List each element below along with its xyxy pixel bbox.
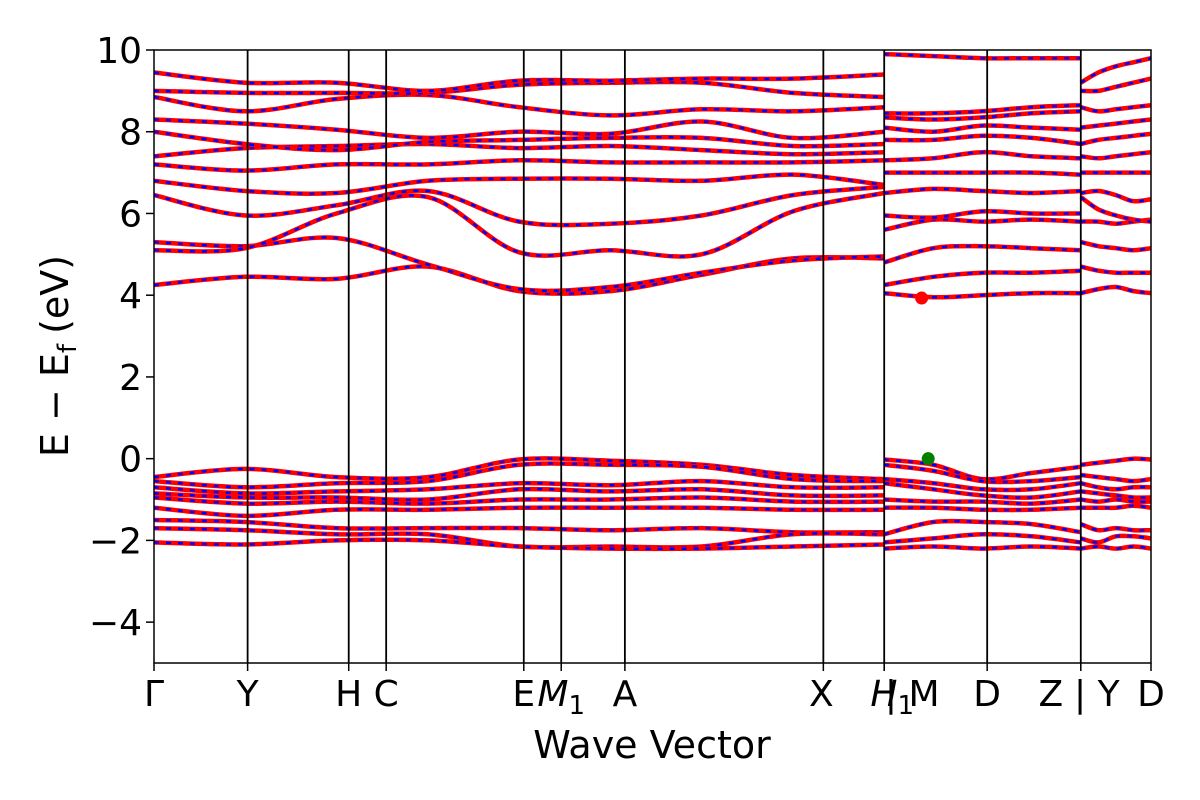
band-valence-seg0-0-down bbox=[154, 457, 885, 481]
band-conduction-seg0-11-up bbox=[154, 70, 885, 94]
band-conduction-seg0-6-down bbox=[154, 142, 885, 158]
band-conduction-seg2-11-up bbox=[1080, 76, 1151, 94]
band-conduction-seg0-10-down bbox=[154, 80, 885, 99]
band-conduction-seg1-8-down bbox=[884, 134, 1081, 146]
band-conduction-seg1-7-down bbox=[884, 150, 1081, 162]
band-conduction-seg1-3-down bbox=[883, 218, 1081, 232]
vbm-marker bbox=[921, 452, 935, 466]
band-valence-seg2-0-up bbox=[1080, 456, 1151, 468]
band-conduction-seg2-8-down bbox=[1080, 132, 1151, 146]
x-axis-title: Wave Vector bbox=[533, 723, 771, 767]
band-valence-seg1-7-down bbox=[884, 532, 1081, 544]
x-tick-label: X bbox=[809, 674, 834, 715]
band-valence-seg0-6-up bbox=[154, 517, 885, 535]
band-conduction-seg1-1-down bbox=[883, 269, 1081, 287]
x-tick-label: E bbox=[512, 674, 535, 715]
extrema-markers bbox=[915, 291, 935, 466]
band-conduction-seg0-7-down bbox=[154, 130, 885, 152]
band-valence-seg2-1-up bbox=[1080, 472, 1151, 484]
band-conduction-seg0-3-down bbox=[154, 185, 885, 227]
y-axis-ticks: −4 −2 0 2 4 6 8 10 bbox=[89, 31, 154, 644]
band-conduction-seg1-12-down bbox=[884, 52, 1081, 60]
band-conduction-seg0-4-down bbox=[154, 173, 885, 195]
y-axis-title-main: E − E bbox=[33, 353, 77, 457]
band-valence-seg0-7-down bbox=[154, 526, 885, 549]
band-valence-seg1-5-down bbox=[884, 506, 1081, 512]
band-conduction-seg0-4-up bbox=[154, 172, 885, 196]
x-tick-label: M1 bbox=[537, 674, 585, 721]
band-valence-seg1-2-down bbox=[884, 477, 1081, 492]
band-conduction-seg2-1-down bbox=[1080, 265, 1151, 275]
x-tick-label: H1 bbox=[870, 674, 914, 721]
band-valence-seg0-5-down bbox=[154, 506, 885, 518]
band-conduction-seg1-6-down bbox=[884, 171, 1081, 176]
band-valence-seg2-8-up bbox=[1080, 544, 1151, 551]
x-tick-label: D bbox=[1137, 674, 1165, 715]
band-conduction-seg0-8-down bbox=[154, 118, 885, 140]
band-valence-seg0-4-up bbox=[154, 495, 885, 506]
band-valence-seg2-5-up bbox=[1080, 503, 1151, 511]
band-valence-seg2-6-down bbox=[1080, 522, 1151, 532]
y-tick-label: 8 bbox=[119, 113, 142, 154]
band-valence-seg2-2-down bbox=[1080, 481, 1151, 491]
x-tick-label: D bbox=[973, 674, 1001, 715]
y-tick-label: 4 bbox=[119, 276, 142, 317]
band-conduction-seg1-2-down bbox=[883, 244, 1081, 264]
x-tick-label: Γ bbox=[144, 674, 164, 715]
plot-frame bbox=[153, 49, 1152, 664]
band-valence-seg0-8-up bbox=[154, 537, 885, 552]
band-conduction-seg2-12-down bbox=[1080, 56, 1151, 84]
x-tick-label: C bbox=[374, 674, 399, 715]
y-axis-title-sub: f bbox=[53, 343, 83, 353]
band-valence-seg0-3-down bbox=[154, 487, 885, 502]
band-valence-seg2-3-up bbox=[1080, 489, 1151, 500]
band-conduction-seg2-5-up bbox=[1080, 188, 1151, 204]
band-conduction-seg2-2-down bbox=[1080, 240, 1151, 252]
x-tick-label: H bbox=[335, 674, 362, 715]
band-conduction-seg1-4-down bbox=[884, 210, 1081, 219]
y-tick-label: 6 bbox=[119, 194, 142, 235]
band-conduction-seg1-10-down bbox=[884, 110, 1081, 121]
band-conduction-seg0-1-down bbox=[154, 236, 885, 293]
band-valence-seg1-3-down bbox=[884, 481, 1081, 499]
y-tick-label: 2 bbox=[119, 358, 142, 399]
band-valence-seg1-6-down bbox=[883, 519, 1081, 536]
band-conduction-seg2-0-down bbox=[1080, 285, 1151, 295]
band-conduction-seg2-4-down bbox=[1080, 196, 1151, 223]
band-conduction-seg2-10-down bbox=[1080, 103, 1151, 113]
y-tick-label: −4 bbox=[89, 603, 142, 644]
y-tick-label: 0 bbox=[119, 440, 142, 481]
cbm-marker bbox=[915, 291, 929, 305]
band-conduction-seg1-0-down bbox=[884, 291, 1081, 299]
x-tick-label: Y bbox=[236, 674, 260, 715]
x-tick-label: A bbox=[613, 674, 638, 715]
x-tick-label: | M bbox=[885, 674, 940, 715]
band-conduction-seg0-5-down bbox=[154, 159, 885, 172]
band-conduction-seg0-2-down bbox=[154, 191, 885, 258]
band-conduction-seg2-9-up bbox=[1080, 117, 1151, 130]
y-tick-label: 10 bbox=[96, 31, 142, 72]
band-valence-seg2-7-down bbox=[1080, 534, 1151, 544]
band-lines bbox=[154, 51, 1151, 552]
y-tick-label: −2 bbox=[89, 521, 142, 562]
band-valence-seg1-4-down bbox=[884, 498, 1081, 505]
high-symmetry-lines bbox=[246, 50, 1082, 663]
band-valence-seg1-1-down bbox=[884, 463, 1081, 484]
band-valence-seg0-2-down bbox=[154, 479, 885, 495]
x-tick-label: | Y bbox=[1074, 674, 1121, 715]
band-conduction-seg2-7-up bbox=[1080, 149, 1151, 161]
band-valence-seg2-4-up bbox=[1080, 497, 1151, 504]
band-valence-seg0-1-down bbox=[154, 462, 885, 489]
band-conduction-seg0-11-down bbox=[154, 71, 885, 93]
y-axis-title-unit: (eV) bbox=[33, 255, 77, 334]
band-valence-seg1-8-down bbox=[884, 545, 1081, 550]
band-conduction-seg1-9-down bbox=[884, 124, 1081, 133]
y-axis-title: E − Ef (eV) bbox=[33, 255, 83, 457]
band-conduction-seg1-11-down bbox=[884, 103, 1081, 115]
x-tick-label: Z bbox=[1038, 674, 1063, 715]
band-conduction-seg1-5-down bbox=[884, 187, 1081, 195]
band-conduction-seg0-9-down bbox=[154, 93, 885, 117]
